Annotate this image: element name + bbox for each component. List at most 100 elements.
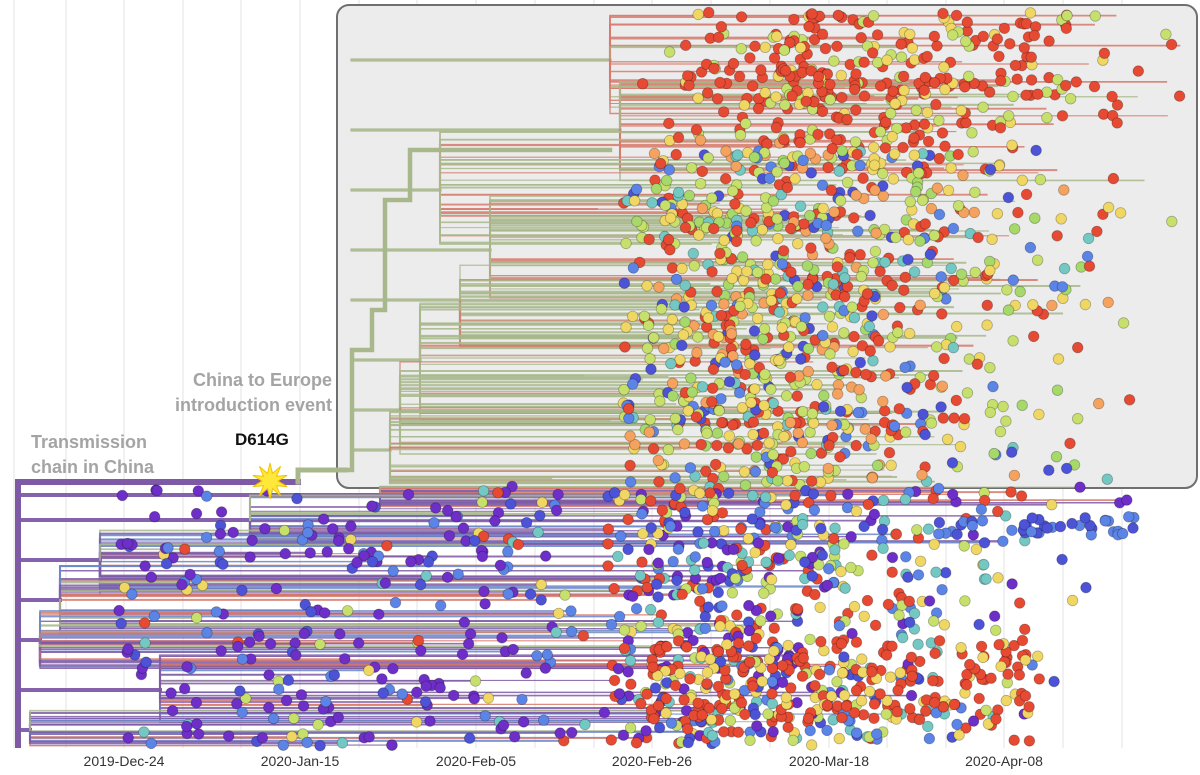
tree-tip-1139: [806, 407, 819, 420]
tree-tip-724: [804, 147, 817, 160]
tree-tip-75: [897, 141, 909, 154]
tree-tip-1583: [414, 579, 427, 591]
tree-tip-1676: [970, 543, 983, 556]
tree-tip-821: [1091, 225, 1103, 238]
tree-tip-1222: [841, 113, 853, 126]
tree-tip-1435: [387, 663, 399, 675]
tree-tip-636: [759, 41, 771, 54]
tree-tip-679: [1058, 184, 1070, 196]
tree-tip-993: [1002, 191, 1015, 204]
tree-tip-2293: [990, 713, 1002, 725]
tree-tip-1641: [520, 667, 532, 679]
tree-tip-2299: [836, 712, 848, 724]
tree-tip-1069: [888, 420, 901, 432]
tree-tip-1015: [1098, 47, 1111, 60]
tree-tip-872: [833, 165, 846, 177]
tree-tip-774: [834, 405, 847, 418]
tree-tip-1448: [608, 674, 621, 687]
transmission-chain-annotation: Transmission chain in China: [31, 430, 154, 480]
tree-tip-1744: [851, 727, 863, 739]
tree-tip-512: [938, 61, 950, 73]
tree-tip-1385: [502, 588, 514, 600]
tree-tip-683: [785, 446, 797, 458]
tree-tip-888: [924, 248, 937, 261]
tree-branch-302: [248, 518, 540, 534]
tree-tip-1646: [232, 640, 244, 653]
tree-tip-1975: [782, 721, 794, 733]
tree-tip-1374: [464, 628, 477, 640]
tree-tip-1070: [955, 104, 968, 117]
tree-tip-1202: [984, 163, 997, 176]
tree-tip-1182: [885, 459, 897, 472]
tree-tip-808: [763, 172, 776, 185]
tree-tip-1798: [1008, 734, 1020, 746]
tree-tip-1032: [650, 183, 663, 195]
tree-tip-988: [664, 244, 676, 256]
tree-tip-345: [700, 465, 712, 478]
tree-tip-1905: [877, 494, 890, 507]
tree-tip-1854: [806, 570, 819, 582]
tree-tip-498: [741, 443, 753, 455]
tree-tip-2087: [823, 664, 836, 676]
tree-tip-2026: [959, 595, 971, 607]
tree-tip-698: [988, 447, 1000, 460]
time-tick-label-1: 2020-Jan-15: [260, 753, 340, 769]
tree-tip-1491: [148, 610, 161, 622]
tree-tip-403: [653, 476, 665, 488]
tree-tip-792: [784, 37, 796, 49]
tree-tip-559: [1071, 341, 1084, 354]
tree-tip-267: [620, 321, 632, 333]
tree-tip-1619: [377, 687, 389, 699]
tree-tip-1102: [1059, 79, 1072, 92]
tree-tip-2364: [1085, 529, 1098, 541]
tree-tip-1180: [913, 167, 925, 179]
tree-tip-1585: [531, 650, 543, 662]
tree-tip-875: [969, 186, 981, 199]
tree-tip-991: [939, 83, 951, 96]
tree-tip-1162: [730, 235, 743, 248]
tree-tip-2185: [836, 667, 849, 679]
tree-tip-38: [1034, 173, 1047, 186]
tree-tip-105: [663, 164, 676, 176]
tree-tip-1275: [842, 488, 854, 500]
transmission-line-2: chain in China: [31, 457, 155, 477]
tree-tip-1909: [951, 718, 963, 731]
tree-tip-226: [666, 313, 679, 326]
tree-tip-1477: [640, 725, 652, 737]
tree-tip-492: [883, 447, 896, 459]
tree-tip-2103: [799, 556, 811, 568]
tree-tip-1248: [686, 386, 698, 398]
tree-tip-582: [680, 39, 692, 52]
tree-tip-443: [796, 436, 809, 449]
tree-tip-932: [745, 217, 757, 229]
tree-tip-771: [904, 195, 917, 208]
tree-tip-1230: [760, 273, 772, 285]
tree-tip-1412: [565, 625, 578, 638]
tree-tip-2131: [776, 676, 789, 689]
tree-tip-2086: [856, 653, 868, 665]
tree-tip-908: [776, 322, 788, 334]
tree-tip-1879: [735, 523, 747, 535]
tree-tip-957: [1123, 394, 1136, 406]
tree-tip-753: [841, 176, 854, 189]
tree-tip-486: [856, 340, 869, 352]
tree-tip-937: [931, 40, 943, 52]
tree-tip-1251: [899, 361, 911, 374]
tree-tip-579: [1004, 38, 1016, 50]
tree-tip-139: [628, 195, 641, 207]
tree-tip-1534: [305, 606, 317, 618]
tree-tip-1536: [541, 649, 554, 661]
tree-tip-2073: [641, 688, 653, 700]
tree-tip-1678: [617, 729, 630, 741]
tree-tip-360: [1030, 144, 1042, 157]
tree-tip-581: [961, 387, 974, 399]
tree-tip-916: [695, 438, 707, 451]
tree-tip-1360: [236, 584, 248, 597]
tree-tip-1402: [319, 607, 331, 619]
tree-tip-2340: [964, 658, 976, 671]
tree-tip-858: [807, 417, 820, 429]
tree-tip-1246: [696, 381, 709, 393]
tree-tip-1055: [735, 43, 748, 55]
tree-tip-1825: [797, 518, 809, 531]
tree-tip-521: [777, 453, 790, 465]
